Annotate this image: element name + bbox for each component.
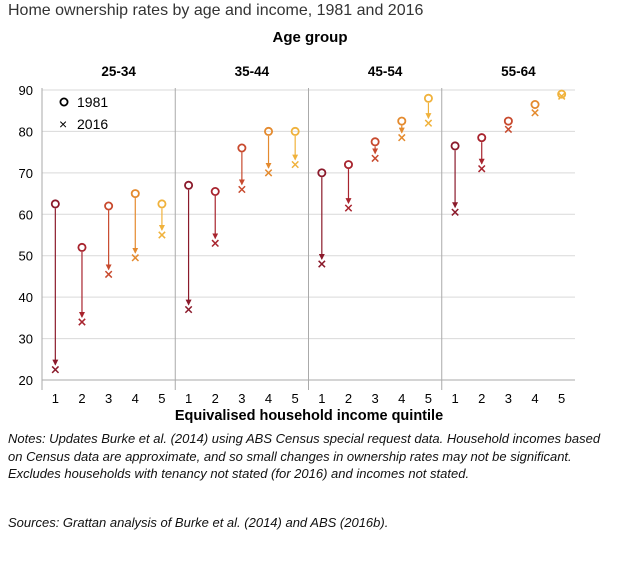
y-axis-ticks: 20 30 40 50 60 70 80 90: [19, 83, 33, 388]
point-1981: [264, 126, 274, 136]
point-1981: [397, 116, 407, 126]
point-2016: [424, 119, 433, 127]
point-1981: [503, 116, 513, 126]
x-tick-label: 4: [132, 391, 139, 406]
point-1981: [557, 89, 567, 99]
point-1981: [210, 186, 220, 196]
x-tick-label: 5: [158, 391, 165, 406]
point-1981: [50, 199, 60, 209]
point-2016: [371, 154, 379, 163]
point-1981: [450, 141, 460, 151]
x-tick-label: 3: [505, 391, 512, 406]
point-2016: [291, 160, 299, 169]
x-tick-label: 3: [238, 391, 245, 406]
point-2016: [344, 204, 353, 212]
point-2016: [104, 270, 113, 279]
legend-label-2016: 2016: [77, 116, 108, 132]
point-2016: [531, 109, 539, 117]
x-tick-label: 5: [558, 391, 565, 406]
sources-text: Sources: Grattan analysis of Burke et al…: [8, 515, 389, 530]
panel-55-64: 55-64 1 2 3 4 5: [441, 64, 575, 406]
panel-title: 35-44: [235, 64, 270, 79]
chart-title: Home ownership rates by age and income, …: [8, 2, 424, 19]
y-tick-label: 90: [19, 83, 33, 98]
point-1981: [423, 93, 433, 103]
x-tick-label: 5: [425, 391, 432, 406]
panel-title: 45-54: [368, 64, 403, 79]
y-tick-label: 40: [19, 290, 33, 305]
point-1981: [317, 168, 327, 178]
x-tick-label: 1: [451, 391, 458, 406]
y-tick-label: 60: [19, 207, 33, 222]
point-2016: [211, 239, 219, 248]
x-tick-label: 1: [52, 391, 59, 406]
x-tick-label: 4: [531, 391, 538, 406]
point-1981: [77, 242, 87, 252]
x-tick-label: 2: [78, 391, 85, 406]
legend: 1981 × 2016: [59, 94, 108, 132]
x-tick-label: 4: [265, 391, 272, 406]
point-2016: [238, 185, 246, 194]
point-1981: [184, 180, 194, 190]
panel-25-34: 25-34 1 2 3 4 5: [41, 64, 176, 406]
panel-title: 55-64: [501, 64, 536, 79]
y-tick-label: 30: [19, 332, 33, 347]
point-1981: [237, 143, 247, 153]
point-2016: [451, 208, 459, 216]
point-2016: [184, 305, 193, 314]
point-1981: [130, 189, 140, 199]
x-tick-label: 1: [185, 391, 192, 406]
point-2016: [504, 125, 513, 134]
chart-panels: 25-34 1 2 3 4 5 35-44 1 2 3 4 5 45-54 1 2 3 4 5 55-64 1 2 3 4 5: [41, 64, 575, 406]
point-2016: [158, 231, 166, 239]
x-tick-label: 2: [212, 391, 219, 406]
age-group-label: Age group: [272, 29, 348, 46]
y-tick-label: 50: [19, 249, 33, 264]
point-2016: [264, 169, 273, 177]
point-1981: [290, 126, 300, 136]
point-2016: [398, 133, 406, 142]
point-2016: [318, 260, 326, 268]
panel-title: 25-34: [101, 64, 136, 79]
legend-label-1981: 1981: [77, 94, 108, 110]
point-1981: [477, 133, 487, 143]
x-tick-label: 1: [318, 391, 325, 406]
panel-35-44: 35-44 1 2 3 4 5: [174, 64, 309, 406]
notes-text: Notes: Updates Burke et al. (2014) using…: [8, 431, 601, 481]
x-tick-label: 2: [345, 391, 352, 406]
point-1981: [157, 199, 167, 209]
legend-marker-1981: [59, 97, 69, 107]
y-tick-label: 20: [19, 373, 33, 388]
x-tick-label: 5: [292, 391, 299, 406]
point-2016: [78, 318, 86, 326]
legend-marker-2016: ×: [59, 116, 67, 132]
x-axis-label: Equivalised household income quintile: [175, 408, 443, 424]
x-tick-label: 4: [398, 391, 405, 406]
x-tick-label: 3: [105, 391, 112, 406]
point-2016: [51, 365, 60, 374]
x-tick-label: 3: [372, 391, 379, 406]
point-2016: [557, 92, 566, 100]
point-1981: [370, 137, 380, 147]
panel-45-54: 45-54 1 2 3 4 5: [308, 64, 442, 406]
x-tick-label: 2: [478, 391, 485, 406]
point-2016: [477, 164, 486, 173]
point-1981: [343, 160, 353, 170]
y-tick-label: 80: [19, 124, 33, 139]
y-tick-label: 70: [19, 166, 33, 181]
point-2016: [131, 254, 140, 262]
point-1981: [104, 201, 114, 211]
point-1981: [530, 100, 540, 110]
